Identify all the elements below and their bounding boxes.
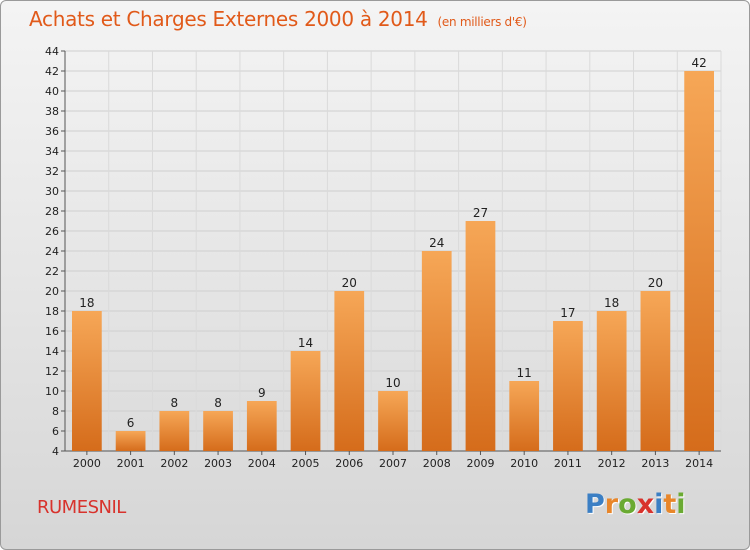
bar-2001 [115, 431, 146, 451]
x-tick-label: 2014 [685, 457, 713, 470]
chart-subtitle: (en milliers d'€) [437, 15, 527, 29]
bars [71, 71, 715, 451]
x-tick-label: 2000 [73, 457, 101, 470]
data-label: 11 [517, 366, 532, 380]
y-tick-label: 14 [45, 345, 59, 358]
x-tick-label: 2010 [510, 457, 538, 470]
bar-2010 [509, 381, 540, 451]
data-label: 20 [342, 276, 357, 290]
y-tick-label: 16 [45, 325, 59, 338]
y-tick-label: 36 [45, 125, 59, 138]
data-label: 17 [560, 306, 575, 320]
chart-title: Achats et Charges Externes 2000 à 2014 (e… [29, 7, 527, 31]
data-label: 18 [79, 296, 94, 310]
y-tick-label: 22 [45, 265, 59, 278]
x-tick-label: 2001 [117, 457, 145, 470]
data-label: 10 [385, 376, 400, 390]
y-tick-label: 42 [45, 65, 59, 78]
y-tick-label: 12 [45, 365, 59, 378]
proxiti-logo: Proxiti [585, 489, 686, 520]
y-tick-label: 6 [52, 425, 59, 438]
commune-name: RUMESNIL [37, 497, 126, 518]
x-tick-label: 2011 [554, 457, 582, 470]
bar-2009 [465, 221, 496, 451]
data-label: 24 [429, 236, 444, 250]
y-tick-label: 38 [45, 105, 59, 118]
logo-letter: x [636, 489, 655, 520]
y-tick-label: 32 [45, 165, 59, 178]
y-tick-label: 24 [45, 245, 59, 258]
y-tick-label: 18 [45, 305, 59, 318]
data-label: 9 [258, 386, 266, 400]
y-tick-label: 26 [45, 225, 59, 238]
bar-2006 [334, 291, 365, 451]
y-tick-label: 44 [45, 45, 59, 58]
x-tick-label: 2005 [292, 457, 320, 470]
y-tick-label: 10 [45, 385, 59, 398]
bar-2014 [684, 71, 715, 451]
bar-2005 [290, 351, 321, 451]
y-tick-label: 8 [52, 405, 59, 418]
chart-title-text: Achats et Charges Externes 2000 à 2014 [29, 7, 428, 31]
bar-2013 [640, 291, 671, 451]
bar-2012 [596, 311, 627, 451]
y-tick-label: 40 [45, 85, 59, 98]
x-tick-label: 2009 [466, 457, 494, 470]
logo-letter: t [663, 489, 677, 520]
data-label: 6 [127, 416, 135, 430]
y-tick-label: 20 [45, 285, 59, 298]
x-tick-label: 2012 [598, 457, 626, 470]
logo-letter: i [654, 489, 664, 520]
y-tick-label: 28 [45, 205, 59, 218]
bar-2008 [421, 251, 452, 451]
bar-2007 [378, 391, 408, 451]
data-label: 14 [298, 336, 313, 350]
data-label: 18 [604, 296, 619, 310]
x-tick-label: 2006 [335, 457, 363, 470]
y-tick-label: 4 [52, 445, 59, 458]
data-label: 8 [171, 396, 179, 410]
logo-letter: r [604, 489, 619, 520]
x-tick-label: 2007 [379, 457, 407, 470]
x-tick-label: 2004 [248, 457, 276, 470]
data-labels: 18 6 8 8 9 14 20 10 24 27 11 17 18 20 42 [79, 56, 707, 430]
y-tick-label: 30 [45, 185, 59, 198]
logo-letter: o [618, 489, 637, 520]
x-tick-label: 2003 [204, 457, 232, 470]
bar-2002 [159, 411, 190, 451]
bar-2004 [246, 401, 277, 451]
x-tick-label: 2008 [423, 457, 451, 470]
bar-2003 [203, 411, 233, 451]
logo-letter: P [585, 489, 605, 520]
logo-letter: i [676, 489, 686, 520]
bar-2011 [553, 321, 583, 451]
bar-2000 [71, 311, 102, 451]
data-label: 27 [473, 206, 488, 220]
x-tick-label: 2013 [641, 457, 669, 470]
x-tick-label: 2002 [160, 457, 188, 470]
y-tick-label: 34 [45, 145, 59, 158]
data-label: 42 [691, 56, 706, 70]
data-label: 8 [214, 396, 222, 410]
data-label: 20 [648, 276, 663, 290]
